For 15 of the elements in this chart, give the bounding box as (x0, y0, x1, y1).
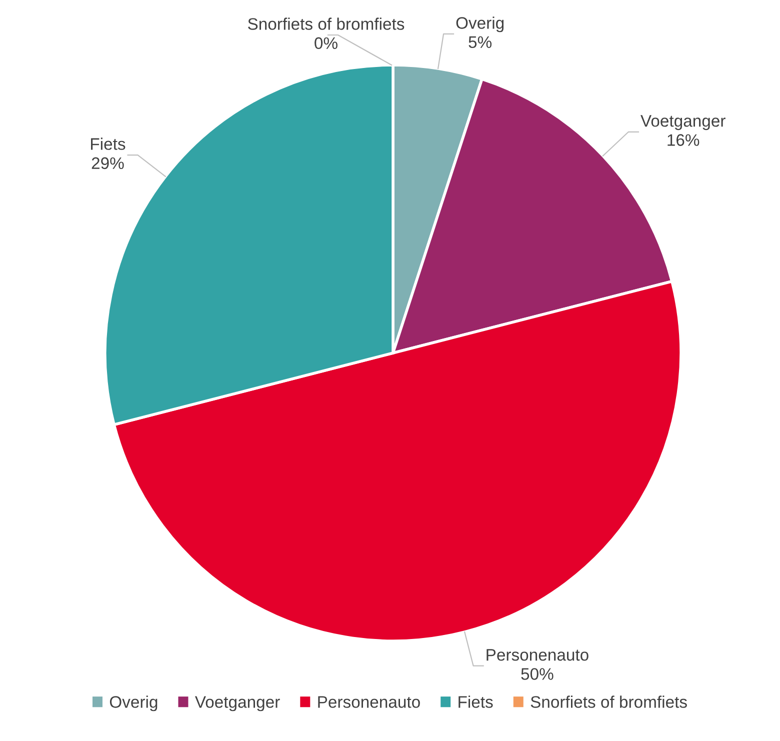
slice-label: Personenauto (486, 649, 588, 661)
text: 0% (314, 37, 338, 50)
slice-label: Overig (456, 16, 504, 32)
data-label: 29% (92, 157, 124, 170)
category-label: Snorfiets of bromfiets (248, 18, 404, 30)
legend-label: Voetganger (194, 696, 280, 712)
data-label: 50% (521, 668, 554, 680)
data-label: 16% (668, 134, 700, 146)
slice-label: Voetganger (640, 115, 726, 130)
legend-label: Fiets (458, 696, 493, 708)
legend-label: Personenauto (318, 696, 420, 708)
slice-label: Fiets (91, 138, 126, 150)
legend-label: Overig (110, 696, 158, 712)
data-label: 5% (468, 36, 492, 48)
legend-label: Snorfiets of bromfiets (530, 696, 687, 708)
